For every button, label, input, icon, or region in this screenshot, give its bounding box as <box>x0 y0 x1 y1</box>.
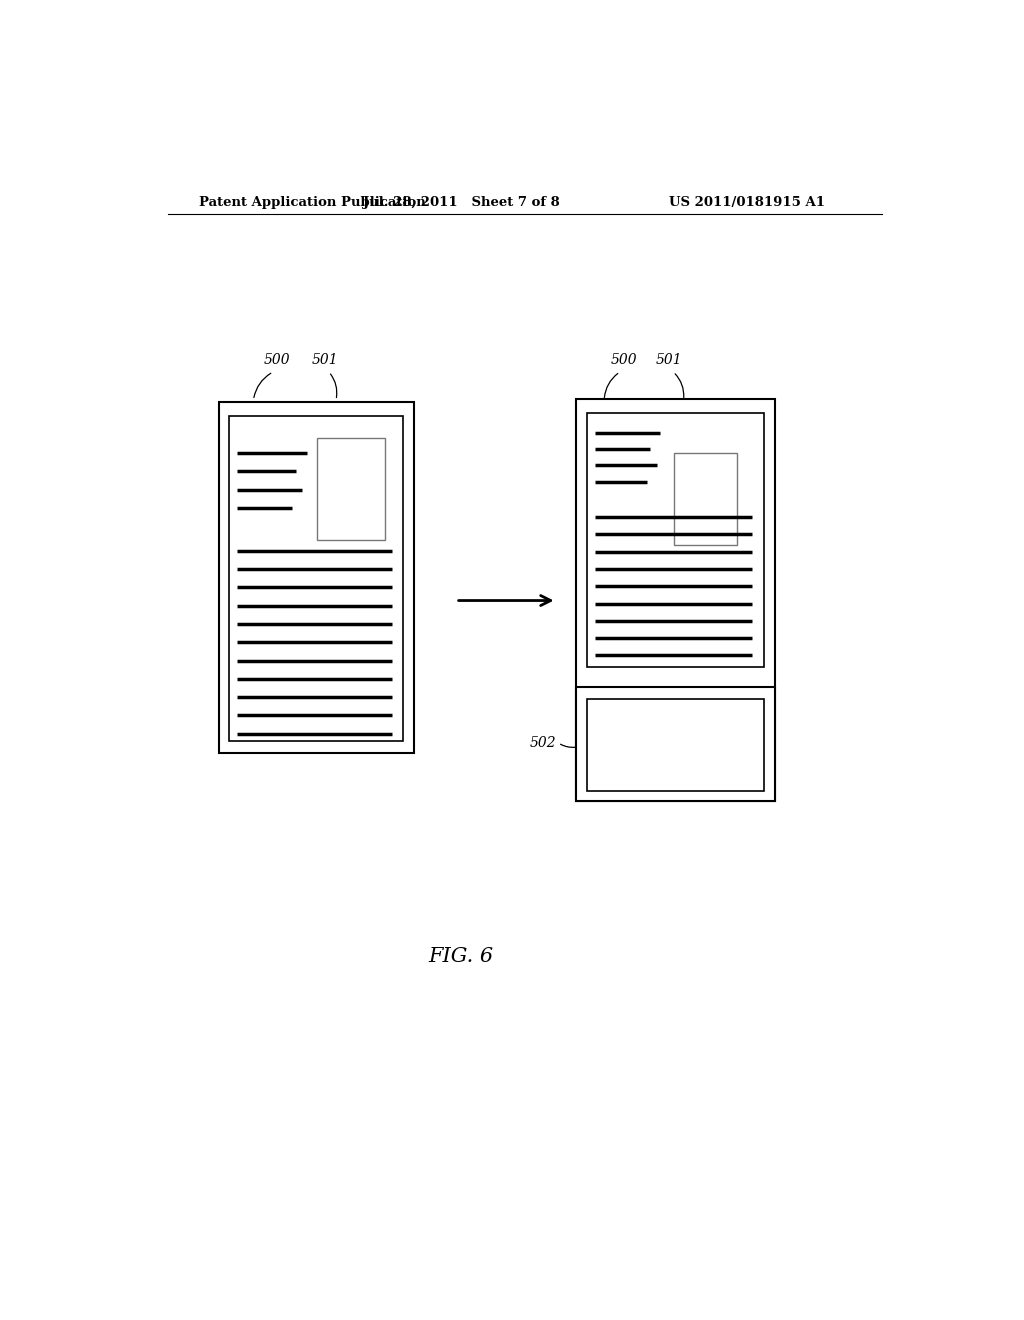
Bar <box>587 700 764 791</box>
Bar <box>228 416 403 741</box>
Bar <box>674 453 737 545</box>
Bar <box>316 438 385 540</box>
Bar <box>577 686 775 801</box>
Text: 500: 500 <box>610 352 637 367</box>
Bar <box>219 403 414 752</box>
Text: US 2011/0181915 A1: US 2011/0181915 A1 <box>669 195 825 209</box>
Text: 501: 501 <box>656 352 683 367</box>
Bar <box>577 399 775 801</box>
Text: 501: 501 <box>311 352 338 367</box>
Text: Jul. 28, 2011   Sheet 7 of 8: Jul. 28, 2011 Sheet 7 of 8 <box>362 195 560 209</box>
Text: FIG. 6: FIG. 6 <box>429 946 494 966</box>
Text: Patent Application Publication: Patent Application Publication <box>200 195 426 209</box>
Text: 502: 502 <box>529 735 557 750</box>
Bar <box>587 413 764 667</box>
Text: 500: 500 <box>264 352 291 367</box>
